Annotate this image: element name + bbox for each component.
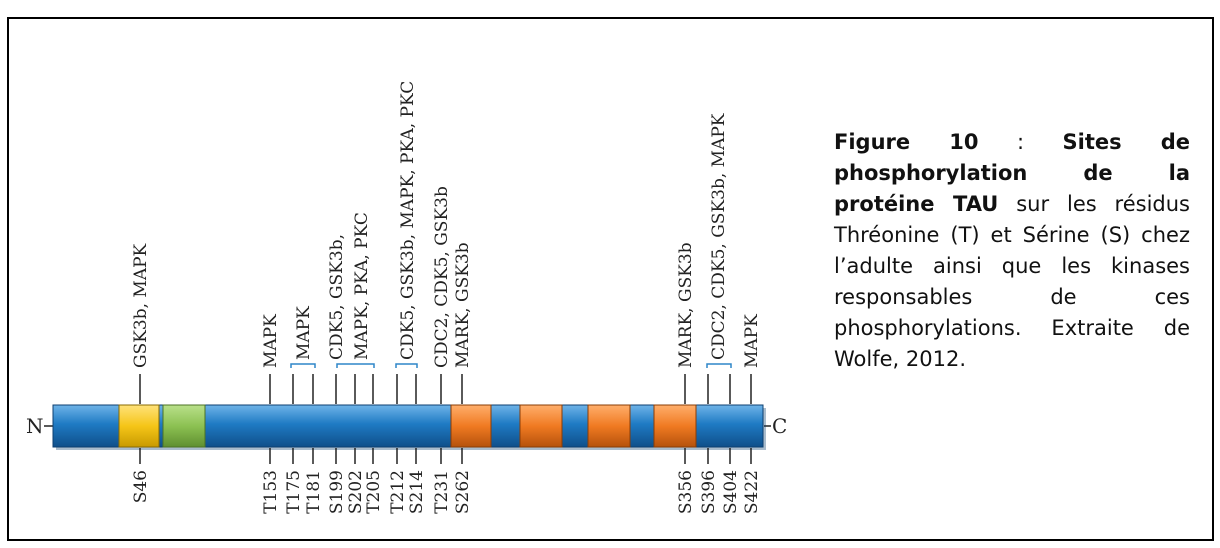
projection-domain-yellow [118,404,160,448]
figure-number: Figure 10 [834,130,979,154]
kinase-label-t175-t181: MAPK [294,306,314,360]
site-label-t181: T181 [304,470,324,514]
repeat-domain-r4 [653,404,697,448]
bracket-t212-s214 [395,363,418,368]
c-terminal-label: C [772,414,787,438]
kinase-label-s46: GSK3b, MAPK [131,243,151,368]
figure-title: Sites de phosphorylation de la protéine … [834,130,1190,216]
site-label-s396: S396 [699,470,719,514]
site-label-t231: T231 [432,470,452,514]
kinase-label-t231: CDC2, CDK5, GSK3b [432,186,452,368]
kinase-label-s262: MARK, GSK3b [453,242,473,368]
group-brackets [290,363,732,368]
projection-domain-green [162,404,206,448]
repeat-domain-r1 [450,404,492,448]
kinase-label-s422: MAPK [742,314,762,368]
figure-frame [7,17,1214,541]
kinase-label-t212-s214: CDK5, GSK3b, MAPK, PKA, PKC [398,81,418,360]
site-label-s422: S422 [742,470,762,514]
kinase-labels: GSK3b, MAPK MAPK MAPK CDK5, GSK3b, MAPK,… [131,81,762,368]
bracket-s396-s404 [706,363,732,368]
bracket-s199-t205 [336,363,375,368]
kinase-label-t153: MAPK [261,314,281,368]
site-label-s202: S202 [346,470,366,514]
caption-separator: : [978,130,1063,154]
n-terminal-label: N [26,414,44,438]
site-label-s46: S46 [131,470,151,503]
kinase-label-s396-s404: CDC2, CDK5, GSK3b, MAPK [709,113,729,360]
site-label-t212: T212 [388,470,408,514]
caption-body: sur les résidus Thréonine (T) et Sérine … [834,192,1190,371]
bracket-t175-t181 [290,363,316,368]
site-label-t153: T153 [261,470,281,514]
tau-phosphorylation-diagram: N C [26,81,787,514]
site-label-s214: S214 [407,470,427,514]
site-label-t175: T175 [284,470,304,514]
kinase-label-s199-b: MAPK, PKA, PKC [352,212,372,360]
bottom-site-ticks [139,448,752,464]
kinase-label-s199-a: CDK5, GSK3b, [327,234,347,360]
figure-caption: Figure 10 : Sites de phosphorylation de … [834,127,1190,375]
site-label-t205: T205 [364,470,384,514]
site-label-s356: S356 [676,470,696,514]
repeat-domain-r2 [519,404,563,448]
site-label-s262: S262 [453,470,473,514]
repeat-domain-r3 [587,404,631,448]
site-label-s199: S199 [327,470,347,514]
bottom-site-labels: S46 T153 T175 T181 S199 S202 T205 T212 S… [131,470,762,514]
top-site-ticks [139,374,752,404]
kinase-label-s356: MARK, GSK3b [676,242,696,368]
site-label-s404: S404 [721,470,741,514]
